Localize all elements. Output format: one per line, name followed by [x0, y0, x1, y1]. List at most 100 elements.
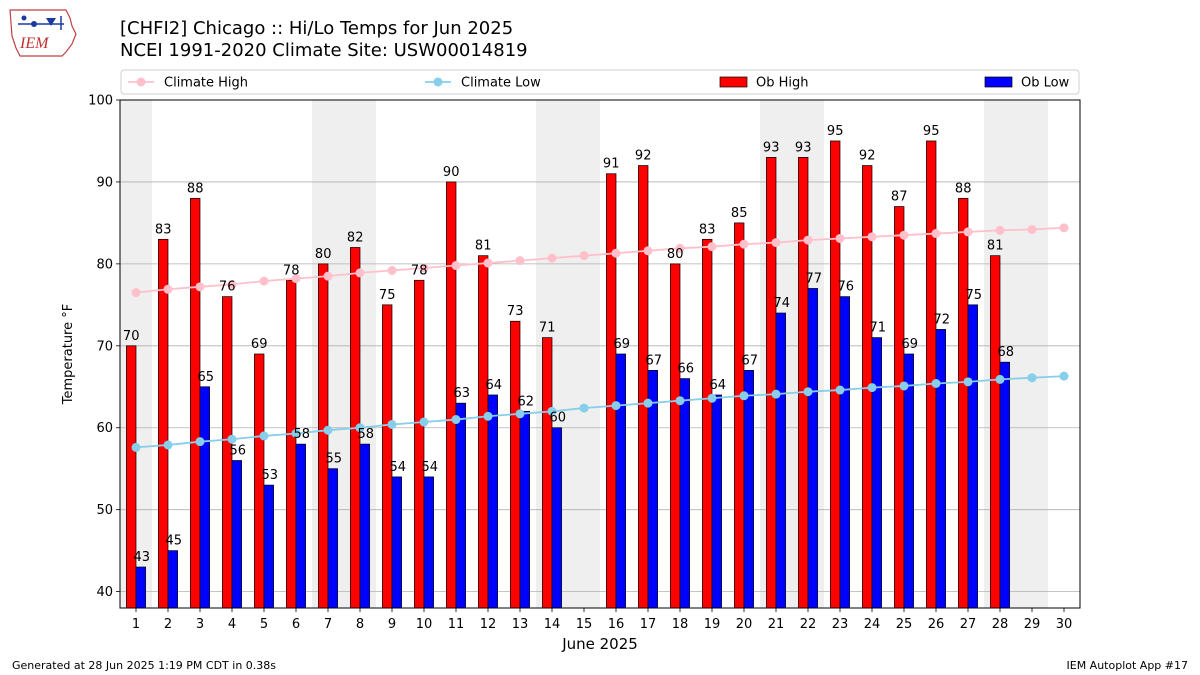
label-low-18: 66: [678, 362, 695, 377]
bar-high-23: [830, 140, 841, 609]
climate-high-point-29: [1027, 224, 1037, 234]
y-tick-label-60: 60: [96, 421, 113, 436]
bar-high-1: [126, 345, 137, 609]
x-tick-label-10: 10: [416, 617, 433, 632]
climate-high-point-18: [675, 243, 685, 253]
legend-marker-climate-low: [433, 77, 443, 87]
label-high-20: 85: [731, 206, 748, 221]
data-labels: 70 43 83 45 88 65 76 56 69 53 78 58 80 55 82 58 75 54 78 54…: [123, 124, 1014, 565]
bar-high-28: [990, 255, 1001, 609]
bar-low-19: [711, 394, 722, 609]
x-tick-label-19: 19: [704, 617, 721, 632]
y-tick-label-70: 70: [96, 339, 113, 354]
x-tick-label-14: 14: [544, 617, 561, 632]
legend-swatch-ob-high: [719, 76, 748, 88]
legend-label-ob-low: Ob Low: [1021, 76, 1070, 91]
climate-low-point-28: [995, 374, 1005, 384]
climate-high-point-13: [515, 256, 525, 266]
label-high-19: 83: [699, 222, 716, 237]
iem-logo: IEM: [9, 9, 77, 57]
bar-high-26: [926, 140, 937, 609]
climate-low-point-24: [867, 383, 877, 393]
bar-low-12: [487, 394, 498, 609]
x-tick-label-18: 18: [672, 617, 689, 632]
label-low-13: 62: [518, 394, 535, 409]
bar-high-17: [638, 165, 649, 609]
x-tick-label-23: 23: [832, 617, 849, 632]
x-tick-label-28: 28: [992, 617, 1009, 632]
y-axis-label: Temperature °F: [61, 304, 76, 405]
label-low-16: 69: [614, 337, 631, 352]
bar-high-2: [158, 238, 169, 609]
label-low-8: 58: [358, 427, 375, 442]
bar-high-22: [798, 157, 809, 609]
climate-high-point-23: [835, 233, 845, 243]
label-high-27: 88: [955, 181, 972, 196]
bar-low-27: [967, 304, 978, 609]
climate-low-point-10: [419, 417, 429, 427]
bar-high-14: [542, 337, 553, 609]
x-tick-label-21: 21: [768, 617, 785, 632]
bar-high-6: [286, 279, 297, 609]
climate-high-point-27: [963, 227, 973, 237]
climate-high-point-17: [643, 246, 653, 256]
bar-low-14: [551, 427, 562, 609]
label-low-26: 72: [934, 312, 951, 327]
x-tick-label-26: 26: [928, 617, 945, 632]
x-tick-label-16: 16: [608, 617, 625, 632]
climate-high-point-7: [323, 271, 333, 281]
bar-high-13: [510, 320, 521, 609]
label-high-4: 76: [219, 280, 236, 295]
label-low-19: 64: [710, 378, 727, 393]
label-high-17: 92: [635, 149, 652, 164]
label-high-6: 78: [283, 263, 300, 278]
label-low-22: 77: [806, 271, 823, 286]
climate-low-line: [135, 375, 1065, 449]
climate-high-point-19: [707, 242, 717, 252]
label-high-5: 69: [251, 337, 268, 352]
climate-high-point-25: [899, 230, 909, 240]
y-tick-label-40: 40: [96, 585, 113, 600]
weekend-band-15: [568, 100, 600, 608]
label-high-18: 80: [667, 247, 684, 262]
climate-low-point-19: [707, 393, 717, 403]
x-tick-label-22: 22: [800, 617, 817, 632]
bar-low-5: [263, 484, 274, 609]
x-tick-label-9: 9: [388, 617, 396, 632]
x-tick-label-1: 1: [132, 617, 140, 632]
label-low-2: 45: [166, 534, 183, 549]
label-high-24: 92: [859, 149, 876, 164]
label-low-5: 53: [262, 468, 279, 483]
label-high-28: 81: [987, 239, 1004, 254]
label-low-12: 64: [486, 378, 503, 393]
bar-low-25: [903, 353, 914, 609]
climate-low-point-17: [643, 398, 653, 408]
climate-high-point-9: [387, 265, 397, 275]
climate-low-point-25: [899, 381, 909, 391]
climate-high-point-12: [483, 258, 493, 268]
climate-low-point-27: [963, 377, 973, 387]
label-low-27: 75: [966, 288, 983, 303]
climate-low-point-3: [195, 437, 205, 447]
bar-high-16: [606, 173, 617, 609]
label-high-3: 88: [187, 181, 204, 196]
bar-high-10: [414, 279, 425, 609]
bar-low-8: [359, 443, 370, 609]
bar-high-27: [958, 197, 969, 609]
y-tick-label-90: 90: [96, 175, 113, 190]
label-low-3: 65: [198, 370, 215, 385]
climate-low-point-22: [803, 387, 813, 397]
bar-high-3: [190, 197, 201, 609]
climate-high-line: [135, 226, 1065, 294]
chart-title: [CHFI2] Chicago :: Hi/Lo Temps for Jun 2…: [120, 18, 514, 39]
climate-low-point-14: [547, 406, 557, 416]
bar-low-3: [199, 386, 210, 609]
x-tick-label-27: 27: [960, 617, 977, 632]
climate-high-point-5: [259, 276, 269, 286]
label-high-16: 91: [603, 157, 620, 172]
label-high-12: 81: [475, 239, 492, 254]
climate-high-point-28: [995, 225, 1005, 235]
bar-high-25: [894, 206, 905, 609]
x-tick-label-30: 30: [1056, 617, 1073, 632]
x-tick-label-29: 29: [1024, 617, 1041, 632]
